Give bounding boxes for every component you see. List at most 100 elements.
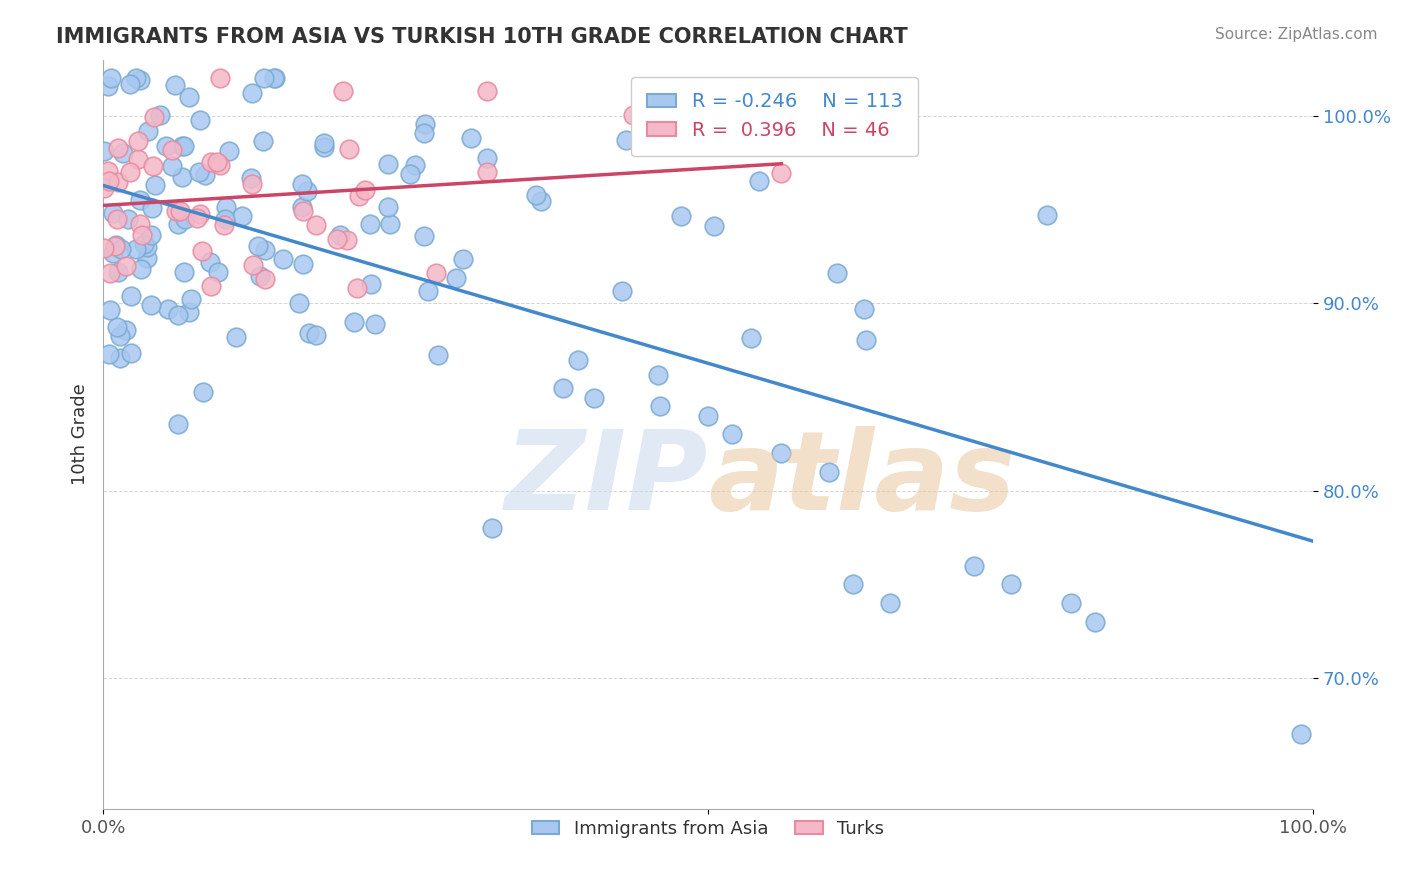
- Text: ZIP: ZIP: [505, 425, 709, 533]
- Point: [231, 209, 253, 223]
- Point: [186, 211, 208, 225]
- Point: [93, 180, 115, 194]
- Point: [107, 212, 129, 227]
- Point: [215, 200, 238, 214]
- Point: [240, 87, 263, 101]
- Point: [312, 136, 335, 150]
- Point: [253, 71, 276, 86]
- Point: [125, 71, 148, 86]
- Point: [530, 194, 553, 209]
- Point: [190, 207, 212, 221]
- Point: [218, 145, 240, 159]
- Point: [207, 265, 229, 279]
- Point: [141, 202, 163, 216]
- Point: [108, 329, 131, 343]
- Point: [93, 144, 115, 158]
- Point: [818, 465, 841, 479]
- Point: [1084, 615, 1107, 629]
- Point: [460, 131, 482, 145]
- Point: [209, 71, 232, 86]
- Point: [413, 229, 436, 244]
- Point: [703, 219, 725, 233]
- Point: [1289, 727, 1312, 741]
- Text: IMMIGRANTS FROM ASIA VS TURKISH 10TH GRADE CORRELATION CHART: IMMIGRANTS FROM ASIA VS TURKISH 10TH GRA…: [56, 27, 908, 46]
- Point: [332, 85, 354, 99]
- Point: [125, 242, 148, 256]
- Point: [359, 217, 381, 231]
- Point: [165, 204, 187, 219]
- Point: [842, 577, 865, 591]
- Y-axis label: 10th Grade: 10th Grade: [72, 384, 89, 485]
- Point: [240, 170, 263, 185]
- Point: [415, 117, 437, 131]
- Point: [167, 217, 190, 231]
- Point: [160, 143, 183, 157]
- Point: [200, 279, 222, 293]
- Point: [114, 323, 136, 337]
- Point: [108, 351, 131, 366]
- Point: [647, 368, 669, 383]
- Point: [174, 211, 197, 226]
- Point: [413, 126, 436, 140]
- Point: [377, 200, 399, 214]
- Point: [648, 399, 671, 413]
- Point: [172, 139, 194, 153]
- Point: [475, 84, 498, 98]
- Point: [377, 157, 399, 171]
- Point: [347, 189, 370, 203]
- Point: [127, 134, 149, 148]
- Point: [107, 320, 129, 334]
- Point: [477, 151, 499, 165]
- Point: [748, 174, 770, 188]
- Point: [131, 261, 153, 276]
- Text: atlas: atlas: [709, 425, 1015, 533]
- Point: [155, 139, 177, 153]
- Point: [343, 315, 366, 329]
- Point: [621, 108, 644, 122]
- Point: [166, 308, 188, 322]
- Point: [100, 71, 122, 86]
- Point: [120, 346, 142, 360]
- Point: [290, 178, 312, 192]
- Point: [167, 417, 190, 431]
- Point: [291, 204, 314, 219]
- Point: [139, 227, 162, 242]
- Point: [769, 446, 792, 460]
- Point: [879, 596, 901, 610]
- Point: [105, 238, 128, 252]
- Point: [132, 236, 155, 251]
- Point: [149, 108, 172, 122]
- Point: [131, 228, 153, 243]
- Point: [427, 348, 450, 362]
- Point: [97, 346, 120, 360]
- Point: [135, 251, 157, 265]
- Point: [240, 177, 263, 191]
- Point: [353, 183, 375, 197]
- Point: [855, 333, 877, 347]
- Point: [425, 266, 447, 280]
- Point: [378, 217, 401, 231]
- Point: [770, 166, 793, 180]
- Point: [451, 252, 474, 267]
- Point: [107, 140, 129, 154]
- Point: [305, 328, 328, 343]
- Point: [336, 234, 359, 248]
- Point: [481, 521, 503, 535]
- Point: [524, 187, 547, 202]
- Point: [97, 78, 120, 93]
- Point: [97, 164, 120, 178]
- Point: [117, 212, 139, 227]
- Point: [963, 558, 986, 573]
- Point: [180, 292, 202, 306]
- Point: [136, 124, 159, 138]
- Point: [163, 78, 186, 93]
- Point: [444, 271, 467, 285]
- Point: [346, 280, 368, 294]
- Point: [172, 170, 194, 185]
- Point: [418, 284, 440, 298]
- Point: [671, 209, 693, 223]
- Point: [194, 169, 217, 183]
- Point: [614, 134, 637, 148]
- Point: [225, 329, 247, 343]
- Legend: Immigrants from Asia, Turks: Immigrants from Asia, Turks: [526, 813, 891, 845]
